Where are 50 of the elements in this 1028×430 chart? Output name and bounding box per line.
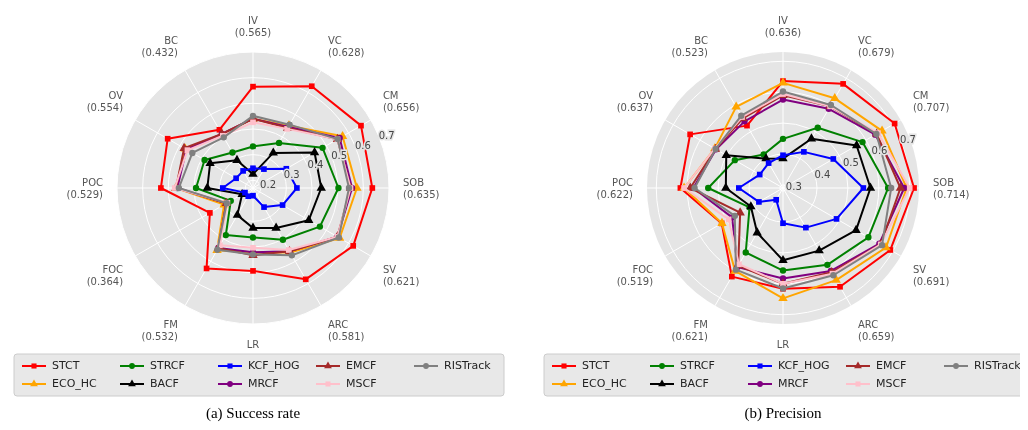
- y-tick-label: 0.5: [842, 157, 859, 169]
- spoke-label: CM (0.707): [912, 89, 950, 113]
- spoke-label: FM (0.532): [141, 318, 179, 342]
- legend-label: KCF_HOG: [248, 359, 300, 372]
- y-tick-label: 0.3: [785, 180, 802, 192]
- spoke-label: ARC (0.659): [858, 318, 895, 342]
- y-tick-label: 0.7: [900, 133, 916, 145]
- spoke-label: BC (0.523): [671, 34, 709, 58]
- legend-label: STRCF: [680, 359, 715, 372]
- spoke-label: SV (0.691): [912, 263, 950, 287]
- legend-label: BACF: [680, 377, 709, 390]
- spoke-label: SOB (0.635): [403, 176, 440, 200]
- spoke-label: LR: [246, 338, 260, 350]
- legend-label: STRCF: [150, 359, 185, 372]
- spoke-label: BC (0.432): [141, 34, 179, 58]
- spoke-label: POC (0.529): [66, 176, 104, 200]
- spoke-label: FOC (0.519): [616, 263, 654, 287]
- legend-label: RISTrack: [974, 359, 1022, 372]
- legend-label: RISTrack: [444, 359, 492, 372]
- legend-label: EMCF: [346, 359, 377, 372]
- text: (a) Success rate: [205, 405, 301, 422]
- spoke-label: OV (0.554): [86, 89, 124, 113]
- text: (b) Precision: [744, 405, 823, 422]
- y-tick-label: 0.4: [814, 168, 831, 180]
- legend-label: EMCF: [876, 359, 907, 372]
- spoke-label: VC (0.679): [858, 34, 895, 58]
- spoke-label: FOC (0.364): [86, 263, 124, 287]
- spoke-label: ARC (0.581): [328, 318, 365, 342]
- legend-label: KCF_HOG: [778, 359, 830, 372]
- y-tick-label: 0.2: [260, 179, 277, 191]
- legend-label: STCT: [52, 359, 80, 372]
- spoke-label: POC (0.622): [596, 176, 634, 200]
- spoke-label: LR: [776, 338, 790, 350]
- spoke-label: IV (0.565): [234, 14, 272, 38]
- legend-label: ECO_HC: [52, 377, 98, 390]
- spoke-label: VC (0.628): [328, 34, 365, 58]
- spoke-label: SV (0.621): [382, 263, 420, 287]
- legend-label: MRCF: [778, 377, 809, 390]
- spoke-label: FM (0.621): [671, 318, 709, 342]
- legend-label: ECO_HC: [582, 377, 628, 390]
- legend-label: STCT: [582, 359, 610, 372]
- spoke-label: SOB (0.714): [933, 176, 970, 200]
- spoke-label: CM (0.656): [382, 89, 420, 113]
- spoke-label: OV (0.637): [616, 89, 654, 113]
- legend-label: MRCF: [248, 377, 279, 390]
- legend-label: MSCF: [346, 377, 377, 390]
- spoke-label: IV (0.636): [764, 14, 802, 38]
- y-tick-label: 0.7: [378, 129, 395, 141]
- legend-label: MSCF: [876, 377, 907, 390]
- legend-label: BACF: [150, 377, 179, 390]
